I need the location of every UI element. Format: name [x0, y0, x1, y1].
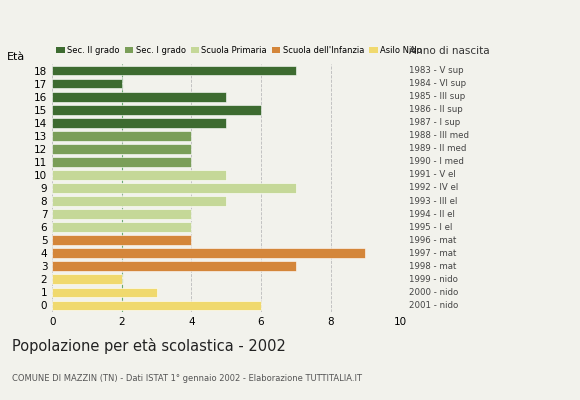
Text: 1995 - I el: 1995 - I el [409, 223, 452, 232]
Bar [52, 222, 191, 232]
Bar [52, 248, 365, 258]
Text: 1994 - II el: 1994 - II el [409, 210, 455, 219]
Bar [52, 183, 296, 193]
Text: 1984 - VI sup: 1984 - VI sup [409, 79, 466, 88]
Bar [52, 300, 261, 310]
Text: 1985 - III sup: 1985 - III sup [409, 92, 465, 101]
Text: 1991 - V el: 1991 - V el [409, 170, 456, 180]
Legend: Sec. II grado, Sec. I grado, Scuola Primaria, Scuola dell'Infanzia, Asilo Nido: Sec. II grado, Sec. I grado, Scuola Prim… [56, 46, 422, 55]
Bar [52, 131, 191, 141]
Text: 1990 - I med: 1990 - I med [409, 157, 464, 166]
Bar [52, 144, 191, 154]
Text: 2001 - nido: 2001 - nido [409, 301, 458, 310]
Bar [52, 288, 157, 297]
Text: 1986 - II sup: 1986 - II sup [409, 105, 463, 114]
Bar [52, 157, 191, 167]
Bar [52, 118, 226, 128]
Text: 1987 - I sup: 1987 - I sup [409, 118, 460, 127]
Bar [52, 274, 122, 284]
Text: 1997 - mat: 1997 - mat [409, 249, 456, 258]
Text: Anno di nascita: Anno di nascita [409, 46, 490, 56]
Bar [52, 79, 122, 88]
Text: 1996 - mat: 1996 - mat [409, 236, 456, 245]
Text: Età: Età [7, 52, 25, 62]
Text: 1983 - V sup: 1983 - V sup [409, 66, 463, 75]
Bar [52, 235, 191, 245]
Text: 1992 - IV el: 1992 - IV el [409, 184, 458, 192]
Text: COMUNE DI MAZZIN (TN) - Dati ISTAT 1° gennaio 2002 - Elaborazione TUTTITALIA.IT: COMUNE DI MAZZIN (TN) - Dati ISTAT 1° ge… [12, 374, 361, 383]
Text: 1999 - nido: 1999 - nido [409, 275, 458, 284]
Text: 1993 - III el: 1993 - III el [409, 196, 457, 206]
Text: 1998 - mat: 1998 - mat [409, 262, 456, 271]
Bar [52, 209, 191, 219]
Text: 1988 - III med: 1988 - III med [409, 131, 469, 140]
Bar [52, 170, 226, 180]
Bar [52, 92, 226, 102]
Bar [52, 196, 226, 206]
Bar [52, 66, 296, 76]
Text: 1989 - II med: 1989 - II med [409, 144, 466, 153]
Bar [52, 105, 261, 114]
Text: 2000 - nido: 2000 - nido [409, 288, 458, 297]
Bar [52, 262, 296, 271]
Text: Popolazione per età scolastica - 2002: Popolazione per età scolastica - 2002 [12, 338, 285, 354]
